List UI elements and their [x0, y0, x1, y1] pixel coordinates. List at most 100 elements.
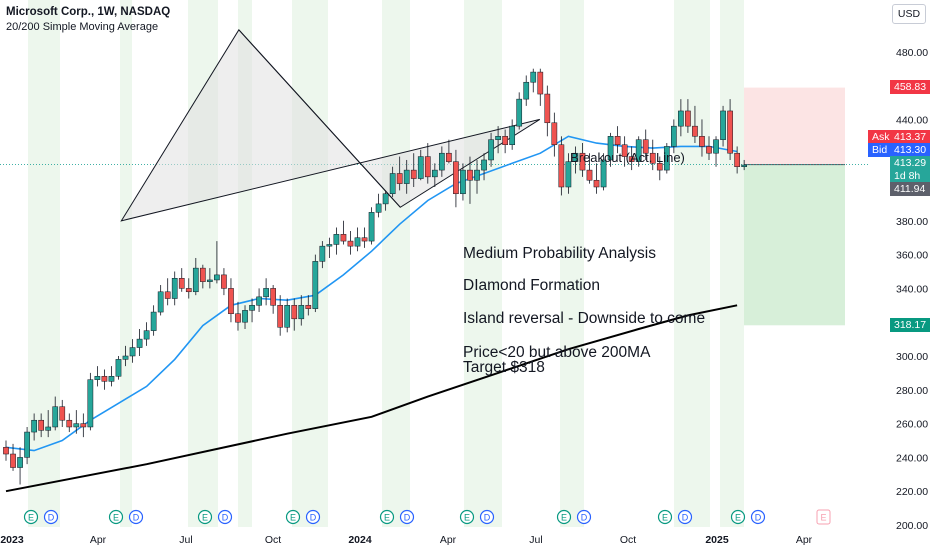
- currency-button[interactable]: USD: [892, 4, 926, 24]
- candle-body: [207, 279, 213, 282]
- candle: [249, 298, 255, 323]
- x-tick-label: Oct: [265, 534, 281, 546]
- candle-body: [263, 288, 269, 298]
- ma20-price-tag: 411.94: [890, 182, 930, 196]
- earnings-marker[interactable]: E: [657, 509, 673, 525]
- candle: [214, 241, 220, 284]
- annotation-line-5: Target $318: [463, 359, 545, 376]
- earnings-marker[interactable]: E: [23, 509, 39, 525]
- candle-body: [453, 161, 459, 195]
- annotation-line-4: Price<20 but above 200MA: [463, 344, 651, 361]
- dividend-marker[interactable]: D: [576, 509, 592, 525]
- candle: [192, 257, 199, 296]
- candle: [460, 163, 466, 201]
- x-tick-label: Apr: [796, 534, 813, 546]
- candle-body: [410, 169, 417, 179]
- ma200-line: [5, 304, 738, 493]
- dividend-marker[interactable]: D: [399, 509, 415, 525]
- candle-body: [481, 159, 487, 171]
- dividend-marker[interactable]: D: [128, 509, 144, 525]
- candle-body: [502, 136, 508, 146]
- y-tick-label: 280.00: [896, 385, 928, 397]
- ask-price-tag: 413.37: [890, 130, 930, 144]
- earnings-marker[interactable]: E: [459, 509, 475, 525]
- dividend-marker[interactable]: D: [479, 509, 495, 525]
- earnings-marker[interactable]: E: [556, 509, 572, 525]
- bar-countdown-tag: 1d 8h: [890, 169, 930, 183]
- candle: [52, 396, 59, 431]
- candle: [607, 132, 614, 167]
- candle-body: [678, 110, 684, 127]
- candle-body: [720, 110, 726, 140]
- candle: [439, 146, 445, 177]
- candle: [502, 129, 508, 154]
- session-bands: [28, 0, 744, 527]
- candle: [340, 220, 347, 245]
- candle: [403, 159, 410, 194]
- indicator-label[interactable]: 20/200 Simple Moving Average: [6, 21, 159, 33]
- price-axis[interactable]: 200.00220.00240.00260.00280.00300.00320.…: [896, 47, 928, 532]
- candle-body: [663, 146, 670, 171]
- earnings-marker[interactable]: E: [108, 509, 124, 525]
- dividend-marker[interactable]: D: [305, 509, 321, 525]
- candle: [256, 288, 262, 313]
- marker-letter: D: [682, 513, 689, 523]
- candle-body: [94, 376, 101, 380]
- candle: [467, 156, 473, 204]
- x-tick-label: Jul: [529, 534, 542, 546]
- marker-circle: [730, 509, 746, 525]
- session-band: [560, 0, 584, 527]
- marker-letter: D: [133, 513, 140, 523]
- candle-body: [326, 244, 333, 247]
- candle: [692, 105, 698, 144]
- candle-body: [382, 193, 389, 205]
- candle: [291, 298, 298, 331]
- marker-letter: E: [735, 513, 741, 523]
- candle: [108, 366, 115, 387]
- earnings-marker[interactable]: E: [730, 509, 746, 525]
- candle-body: [52, 406, 59, 428]
- x-tick-label: Jul: [179, 534, 192, 546]
- candle-body: [593, 179, 600, 188]
- marker-letter: E: [113, 513, 119, 523]
- marker-letter: D: [755, 513, 762, 523]
- candle: [431, 163, 438, 187]
- marker-circle: [479, 509, 495, 525]
- candle-body: [108, 376, 115, 382]
- future-earnings-marker[interactable]: E: [816, 509, 831, 525]
- candle: [38, 413, 44, 438]
- y-tick-label: 200.00: [896, 520, 928, 532]
- candle: [537, 68, 544, 106]
- candle: [333, 227, 340, 255]
- candle: [509, 119, 516, 150]
- earnings-marker[interactable]: E: [285, 509, 301, 525]
- candle: [59, 399, 66, 427]
- candle-body: [277, 305, 284, 328]
- candle-body: [649, 152, 656, 164]
- candle: [235, 301, 241, 331]
- earnings-marker[interactable]: E: [197, 509, 213, 525]
- dividend-marker[interactable]: D: [677, 509, 693, 525]
- dividend-marker[interactable]: D: [217, 509, 233, 525]
- session-band: [720, 0, 744, 527]
- candle: [600, 153, 607, 191]
- candle: [199, 264, 206, 289]
- candle-body: [551, 122, 558, 145]
- x-tick-label: 2023: [0, 534, 24, 546]
- candle-body: [635, 139, 642, 162]
- marker-letter: E: [28, 513, 34, 523]
- y-tick-label: 260.00: [896, 419, 928, 431]
- candle-body: [214, 274, 220, 281]
- earnings-marker[interactable]: E: [379, 509, 395, 525]
- candle-body: [439, 152, 445, 171]
- session-band: [674, 0, 710, 527]
- candle: [305, 295, 312, 316]
- dividend-marker[interactable]: D: [43, 509, 59, 525]
- dividend-marker[interactable]: D: [750, 509, 766, 525]
- candle: [164, 278, 171, 306]
- time-axis[interactable]: 2023 Apr Jul Oct 2024 Apr Jul Oct 2025 Apr: [0, 534, 812, 546]
- candle-body: [727, 110, 733, 154]
- candle-body: [333, 234, 340, 245]
